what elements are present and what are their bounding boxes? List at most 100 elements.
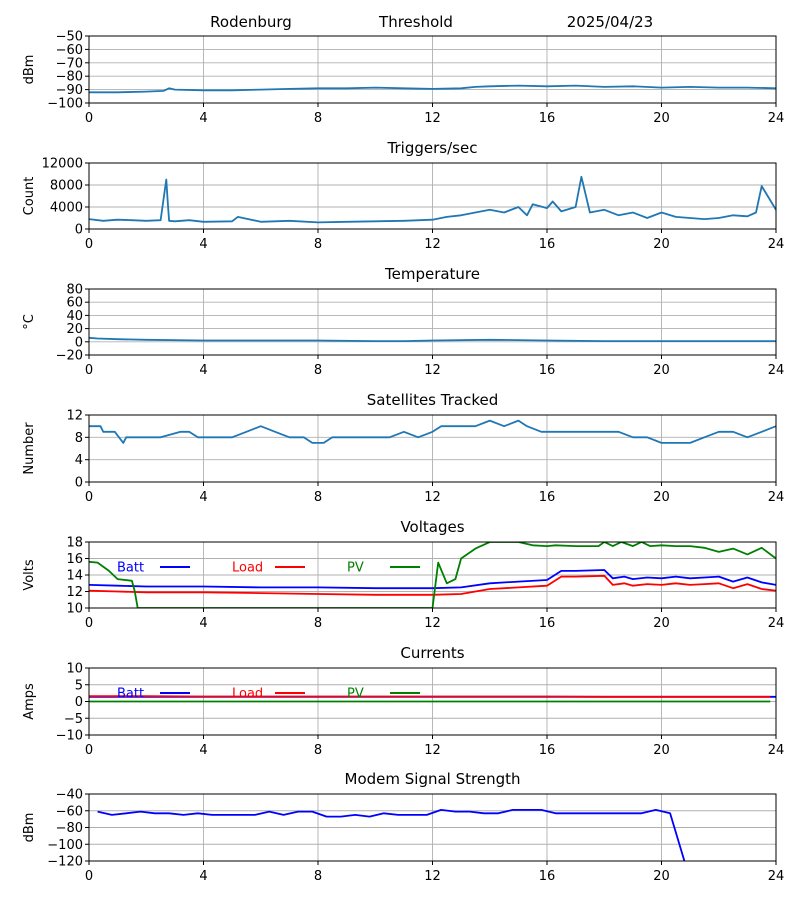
y-tick-label: 12000 <box>42 157 83 172</box>
y-tick-label: 10 <box>66 662 83 677</box>
x-tick-label: 20 <box>653 869 670 884</box>
y-tick-label: 0 <box>75 223 83 238</box>
x-tick-label: 0 <box>85 616 93 631</box>
y-axis-title: Number <box>22 422 37 475</box>
y-tick-label: 0 <box>75 695 83 710</box>
x-tick-label: 12 <box>424 490 441 505</box>
y-tick-label: −80 <box>56 821 83 836</box>
y-tick-label: 80 <box>66 283 83 298</box>
chart-title: Triggers/sec <box>387 139 478 157</box>
y-tick-label: −80 <box>56 70 83 85</box>
y-tick-label: 60 <box>66 296 83 311</box>
x-tick-label: 16 <box>539 616 556 631</box>
x-tick-label: 8 <box>314 237 322 252</box>
y-tick-label: 8 <box>75 431 83 446</box>
x-tick-label: 24 <box>768 616 785 631</box>
y-tick-label: −20 <box>56 349 83 364</box>
series-group <box>89 695 776 703</box>
x-tick-label: 20 <box>653 363 670 378</box>
y-tick-label: −10 <box>56 729 83 744</box>
x-tick-label: 12 <box>424 363 441 378</box>
y-tick-label: −40 <box>56 788 83 803</box>
y-tick-label: 4 <box>75 453 83 468</box>
x-tick-label: 0 <box>85 490 93 505</box>
series-group <box>89 175 776 224</box>
series-line-triggers-0 <box>89 175 776 224</box>
x-tick-label: 4 <box>199 616 207 631</box>
y-tick-label: 16 <box>66 552 83 567</box>
x-tick-label: 4 <box>199 111 207 126</box>
series-group <box>97 809 686 861</box>
x-tick-label: 16 <box>539 363 556 378</box>
series-line-threshold-0 <box>89 84 776 94</box>
x-tick-label: 24 <box>768 237 785 252</box>
y-axis-title: °C <box>22 314 37 330</box>
chart-triggers: 0 4 8 12 16 20 24 0 4000 8000 12000 Triggers/sec Cou… <box>22 139 784 252</box>
x-tick-label: 4 <box>199 237 207 252</box>
y-tick-label: 0 <box>75 476 83 491</box>
chart-currents: 0 4 8 12 16 20 24 −10 −5 0 510 Currents Amps Batt Load… <box>22 644 784 758</box>
x-tick-label: 24 <box>768 743 785 758</box>
legend-label-pv: PV <box>347 561 364 576</box>
series-group <box>89 419 776 444</box>
x-tick-label: 16 <box>539 743 556 758</box>
chart-title: Satellites Tracked <box>367 391 498 409</box>
x-tick-label: 4 <box>199 363 207 378</box>
x-tick-label: 12 <box>424 869 441 884</box>
y-tick-label: 0 <box>75 335 83 350</box>
series-group <box>89 542 776 608</box>
x-tick-label: 0 <box>85 111 93 126</box>
legend-label-load: Load <box>232 687 263 702</box>
x-tick-label: 20 <box>653 743 670 758</box>
series-line-pv <box>89 542 776 608</box>
legend-label-batt: Batt <box>117 561 144 576</box>
chart-title: Modem Signal Strength <box>345 770 521 788</box>
x-tick-label: 4 <box>199 490 207 505</box>
x-tick-label: 12 <box>424 111 441 126</box>
legend-label-pv: PV <box>347 687 364 702</box>
y-tick-label: 40 <box>66 309 83 324</box>
y-tick-label: 12 <box>66 585 83 600</box>
x-tick-label: 24 <box>768 869 785 884</box>
series-line-temperature-0 <box>89 336 776 343</box>
series-line-satellites-0 <box>89 419 776 444</box>
x-tick-label: 8 <box>314 490 322 505</box>
series-group <box>89 336 776 343</box>
panel-title: Threshold <box>378 13 453 31</box>
y-axis-title: dBm <box>22 813 37 843</box>
chart-satellites: 0 4 8 12 16 20 24 0 4 8 12 Satellites Tracked Number <box>22 391 784 505</box>
chart-modem: 0 4 8 12 16 20 24 −40−60 −80 −100 −120 Modem Signal… <box>22 770 784 884</box>
x-tick-label: 8 <box>314 869 322 884</box>
x-tick-label: 24 <box>768 111 785 126</box>
x-tick-label: 20 <box>653 616 670 631</box>
x-tick-label: 16 <box>539 111 556 126</box>
x-tick-label: 8 <box>314 111 322 126</box>
x-tick-label: 12 <box>424 237 441 252</box>
x-tick-label: 16 <box>539 869 556 884</box>
y-tick-label: −60 <box>56 43 83 58</box>
chart-title: Currents <box>400 644 464 662</box>
y-tick-label: −60 <box>56 804 83 819</box>
x-tick-label: 8 <box>314 363 322 378</box>
legend-label-load: Load <box>232 561 263 576</box>
y-axis-title: dBm <box>22 55 37 85</box>
y-tick-label: 12 <box>66 409 83 424</box>
y-tick-label: −120 <box>47 855 83 870</box>
y-tick-label: 10 <box>66 602 83 617</box>
station-name: Rodenburg <box>210 13 292 31</box>
x-tick-label: 16 <box>539 490 556 505</box>
y-tick-label: −50 <box>56 30 83 45</box>
x-tick-label: 0 <box>85 363 93 378</box>
x-tick-label: 0 <box>85 869 93 884</box>
report-date: 2025/04/23 <box>567 13 653 31</box>
y-tick-label: −100 <box>47 97 83 112</box>
y-tick-label: 20 <box>66 322 83 337</box>
x-tick-label: 20 <box>653 490 670 505</box>
x-tick-label: 12 <box>424 616 441 631</box>
y-tick-label: 14 <box>66 569 83 584</box>
series-line-modem-0 <box>97 809 686 861</box>
x-tick-label: 0 <box>85 743 93 758</box>
